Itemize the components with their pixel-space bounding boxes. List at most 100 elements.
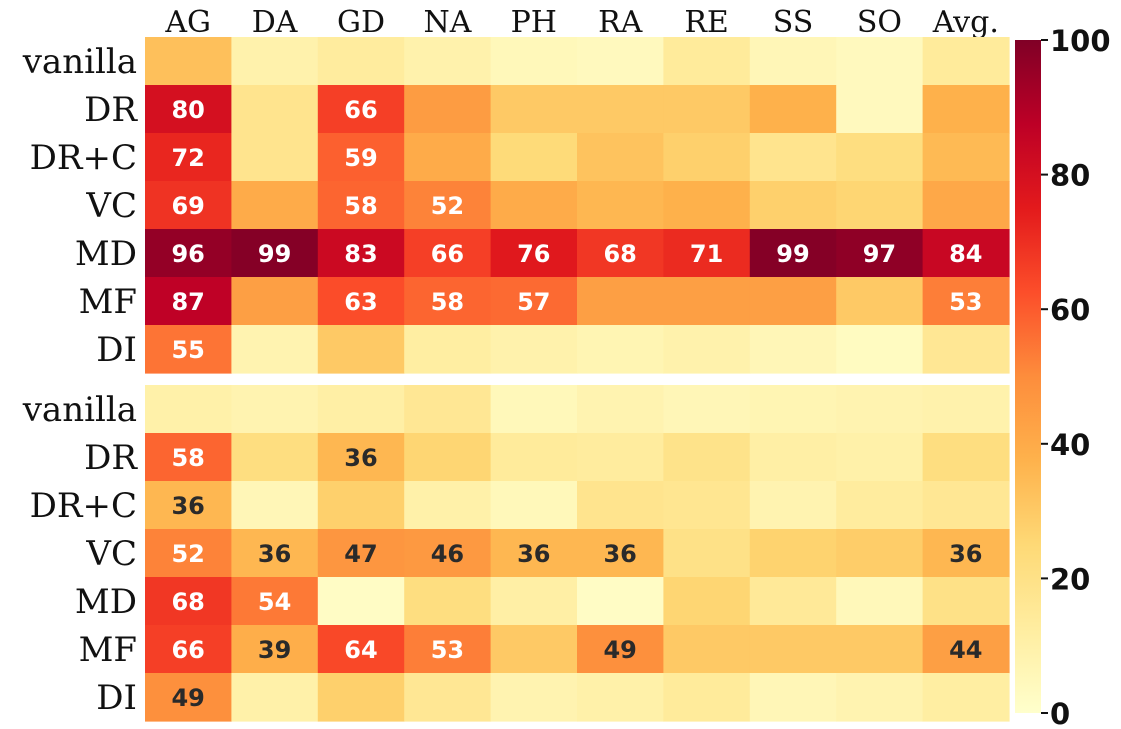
heatmap-cell <box>836 433 924 482</box>
colorbar-tick-label: 20 <box>1050 562 1090 596</box>
cell-value-label: 58 <box>171 444 204 472</box>
row-label-md: MD <box>75 234 137 274</box>
column-label-da: DA <box>252 5 298 40</box>
heatmap-cell <box>231 433 319 482</box>
heatmap-cell <box>577 673 664 722</box>
column-label-na: NA <box>423 5 471 40</box>
heatmap-cell <box>922 37 1010 86</box>
heatmap-cell <box>231 325 319 374</box>
heatmap-cell <box>749 325 837 374</box>
heatmap-cell <box>404 133 492 182</box>
colorbar-tick-label: 80 <box>1050 159 1090 193</box>
cell-value-label: 52 <box>431 192 464 220</box>
row-label-vc: VC <box>85 534 137 574</box>
heatmap-cell <box>317 229 405 278</box>
heatmap-cell <box>577 85 664 134</box>
cell-value-label: 68 <box>171 588 204 616</box>
column-label-gd: GD <box>337 5 385 40</box>
heatmap-cell <box>922 85 1010 134</box>
heatmap-cell <box>490 481 578 530</box>
cell-value-label: 76 <box>517 240 550 268</box>
heatmap-cell <box>577 577 664 626</box>
heatmap-cell <box>836 325 924 374</box>
heatmap-cell <box>404 85 492 134</box>
heatmap-cell <box>145 325 232 374</box>
row-label-di: DI <box>96 678 137 718</box>
heatmap-cell <box>317 433 405 482</box>
heatmap-cell <box>577 325 664 374</box>
heatmap-cell <box>145 433 232 482</box>
cell-value-label: 72 <box>171 144 204 172</box>
heatmap-cell <box>922 385 1010 434</box>
heatmap-cell <box>922 433 1010 482</box>
heatmap-cell <box>317 529 405 578</box>
cell-value-label: 36 <box>517 540 550 568</box>
row-label-di: DI <box>96 330 137 370</box>
heatmap-cell <box>231 181 319 230</box>
heatmap-cell <box>490 229 578 278</box>
heatmap-cell <box>490 181 578 230</box>
cell-value-label: 39 <box>258 636 291 664</box>
heatmap-cell <box>922 625 1010 674</box>
cell-value-label: 83 <box>344 240 377 268</box>
colorbar: 100 80 60 40 20 0 <box>1015 24 1111 729</box>
heatmap-cell <box>145 277 232 326</box>
heatmap-cell <box>749 133 837 182</box>
heatmap-cell <box>836 37 924 86</box>
heatmap-cell <box>922 229 1010 278</box>
heatmap-cell <box>749 673 837 722</box>
heatmap-cell <box>749 529 837 578</box>
heatmap-cell <box>404 529 492 578</box>
heatmap-cell <box>836 529 924 578</box>
column-labels: AG DA GD NA PH RA RE SS SO Avg. <box>164 5 998 40</box>
colorbar-tick-label: 60 <box>1050 293 1090 327</box>
heatmap-cell <box>577 133 664 182</box>
cell-value-label: 36 <box>949 540 982 568</box>
heatmap-cell <box>317 85 405 134</box>
heatmap-cell <box>490 673 578 722</box>
heatmap-cell <box>749 385 837 434</box>
heatmap-cell <box>749 181 837 230</box>
heatmap-cell <box>490 529 578 578</box>
heatmap-cell <box>663 85 751 134</box>
heatmap-cell <box>231 673 319 722</box>
cell-value-label: 46 <box>431 540 464 568</box>
cell-value-label: 63 <box>344 288 377 316</box>
heatmap-cell <box>404 325 492 374</box>
heatmap-cell <box>145 37 232 86</box>
cell-value-label: 53 <box>431 636 464 664</box>
cell-value-label: 36 <box>258 540 291 568</box>
heatmap-cell <box>490 385 578 434</box>
heatmap-cell <box>404 385 492 434</box>
cell-value-label: 87 <box>171 288 204 316</box>
heatmap-cell <box>231 277 319 326</box>
heatmap-cell <box>317 277 405 326</box>
heatmap-cell <box>231 481 319 530</box>
row-label-md: MD <box>75 582 137 622</box>
heatmap-cell <box>231 529 319 578</box>
row-label-mf: MF <box>79 630 137 670</box>
heatmap-cell <box>145 529 232 578</box>
heatmap-cell <box>231 37 319 86</box>
cell-value-label: 68 <box>603 240 636 268</box>
heatmap-cell <box>663 577 751 626</box>
heatmap-cell <box>749 481 837 530</box>
heatmap-cell <box>231 85 319 134</box>
heatmap-cell <box>317 325 405 374</box>
cell-value-label: 99 <box>258 240 291 268</box>
heatmap-cell <box>663 229 751 278</box>
heatmap-cell <box>663 625 751 674</box>
heatmap-cell <box>663 325 751 374</box>
cell-value-label: 66 <box>171 636 204 664</box>
heatmap-cell <box>317 673 405 722</box>
cell-value-label: 36 <box>603 540 636 568</box>
heatmap-cell <box>145 385 232 434</box>
heatmap-cell <box>317 133 405 182</box>
cell-value-label: 99 <box>776 240 809 268</box>
heatmap-cell <box>922 529 1010 578</box>
heatmap-cell <box>836 625 924 674</box>
column-label-re: RE <box>684 5 729 40</box>
heatmap-cell <box>577 481 664 530</box>
cell-value-label: 54 <box>258 588 291 616</box>
heatmap-cell <box>490 277 578 326</box>
